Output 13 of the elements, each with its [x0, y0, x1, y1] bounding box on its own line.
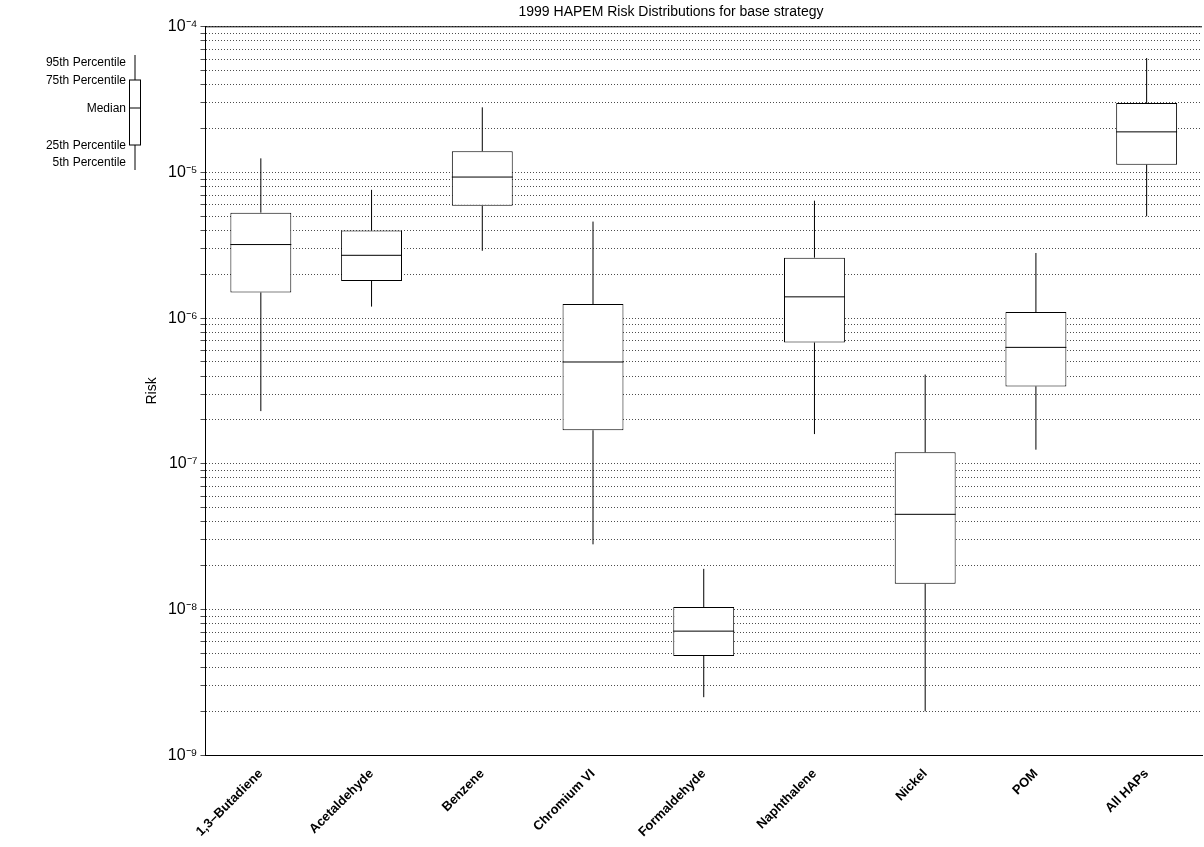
y-tick-label: 10⁻⁶: [168, 308, 198, 326]
y-tick-label: 10⁻⁷: [168, 454, 198, 472]
text: Median: [85, 101, 126, 115]
text: 95th Percentile: [44, 55, 126, 69]
y-axis-title: Risk: [143, 376, 160, 405]
y-tick-label: 10⁻⁵: [168, 162, 198, 180]
y-tick-label: 10⁻⁸: [167, 599, 198, 617]
y-tick-label: 10⁻⁴: [167, 17, 198, 35]
chart-title: 1999 HAPEM Risk Distributions for base strategy: [518, 3, 824, 20]
text: 25th Percentile: [44, 138, 126, 152]
y-tick-label: 10⁻⁹: [167, 745, 198, 763]
text: 5th Percentile: [51, 155, 126, 169]
text: 75th Percentile: [44, 73, 126, 87]
